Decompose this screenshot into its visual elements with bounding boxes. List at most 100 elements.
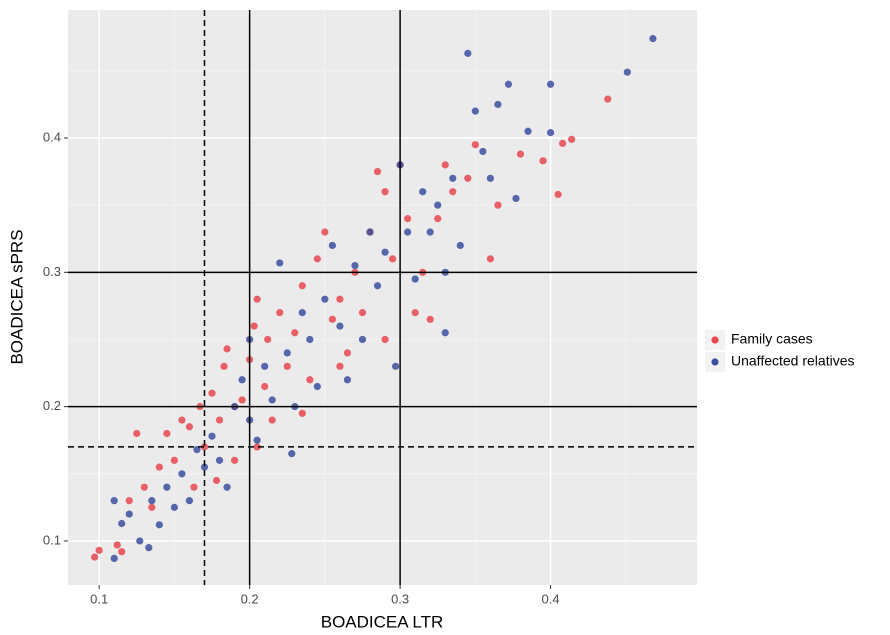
point bbox=[238, 376, 246, 384]
point bbox=[336, 295, 344, 303]
point bbox=[464, 174, 472, 182]
point bbox=[264, 335, 272, 344]
point bbox=[554, 190, 562, 199]
point bbox=[512, 194, 520, 203]
x-axis-title: BOADICEA LTR bbox=[321, 612, 444, 631]
point bbox=[253, 436, 261, 444]
point bbox=[391, 362, 400, 370]
point bbox=[148, 497, 156, 505]
point bbox=[298, 409, 306, 417]
point bbox=[155, 521, 163, 529]
point bbox=[261, 382, 269, 391]
point bbox=[223, 483, 231, 491]
point bbox=[343, 376, 352, 384]
point bbox=[200, 443, 209, 451]
point bbox=[193, 446, 201, 454]
point bbox=[276, 309, 284, 317]
point bbox=[113, 541, 121, 549]
point bbox=[268, 396, 276, 404]
point bbox=[185, 423, 194, 431]
point bbox=[559, 139, 567, 147]
point bbox=[306, 376, 314, 384]
point bbox=[449, 174, 457, 182]
point bbox=[321, 295, 329, 303]
point bbox=[291, 329, 299, 337]
point bbox=[321, 228, 329, 236]
point bbox=[471, 141, 479, 149]
point bbox=[328, 241, 336, 250]
point bbox=[268, 416, 276, 424]
point bbox=[351, 262, 359, 270]
point bbox=[441, 161, 449, 169]
point bbox=[486, 255, 494, 263]
point bbox=[288, 450, 296, 458]
point bbox=[148, 503, 156, 511]
point bbox=[190, 483, 198, 491]
point bbox=[471, 107, 479, 115]
point bbox=[283, 362, 291, 370]
point bbox=[200, 463, 209, 471]
point bbox=[366, 228, 374, 236]
y-axis-title: BOADICEA sPRS bbox=[7, 229, 26, 364]
point bbox=[539, 157, 547, 165]
point bbox=[313, 255, 321, 263]
point bbox=[343, 349, 352, 357]
point bbox=[419, 188, 427, 196]
point bbox=[163, 429, 171, 438]
point bbox=[238, 396, 246, 404]
point bbox=[426, 315, 434, 323]
point bbox=[373, 282, 382, 290]
y-tick-label: 0.2 bbox=[43, 398, 61, 413]
point bbox=[649, 35, 657, 43]
point bbox=[328, 315, 336, 323]
y-tick-label: 0.4 bbox=[43, 129, 61, 144]
point bbox=[125, 510, 133, 518]
point bbox=[283, 349, 291, 357]
legend-symbol bbox=[711, 358, 719, 366]
point bbox=[464, 49, 472, 57]
point bbox=[486, 174, 494, 182]
point bbox=[546, 80, 555, 88]
point bbox=[261, 362, 269, 370]
point bbox=[516, 150, 525, 158]
point bbox=[524, 127, 532, 135]
point bbox=[215, 456, 224, 464]
point bbox=[456, 241, 464, 250]
point bbox=[170, 503, 178, 511]
point bbox=[373, 167, 382, 176]
point bbox=[140, 483, 148, 491]
point bbox=[208, 389, 216, 397]
point bbox=[411, 309, 419, 317]
point bbox=[155, 463, 163, 471]
point bbox=[404, 214, 412, 223]
legend-label: Unaffected relatives bbox=[731, 353, 854, 369]
point bbox=[494, 201, 502, 209]
point bbox=[185, 497, 194, 505]
legend-symbol bbox=[711, 336, 719, 344]
point bbox=[178, 470, 186, 478]
y-tick-label: 0.1 bbox=[43, 532, 61, 547]
point bbox=[358, 309, 367, 317]
point bbox=[336, 322, 344, 330]
point bbox=[91, 553, 99, 561]
point bbox=[494, 100, 502, 109]
point bbox=[441, 329, 449, 337]
point bbox=[434, 214, 442, 223]
point bbox=[411, 275, 419, 283]
point bbox=[208, 432, 216, 440]
point bbox=[336, 362, 344, 370]
x-tick-label: 0.4 bbox=[542, 591, 560, 606]
point bbox=[434, 201, 442, 209]
point bbox=[250, 322, 258, 330]
point bbox=[568, 135, 576, 143]
point bbox=[136, 537, 144, 545]
point bbox=[178, 416, 186, 424]
point bbox=[381, 335, 389, 344]
point bbox=[388, 255, 397, 263]
point bbox=[125, 497, 133, 505]
x-tick-label: 0.3 bbox=[391, 591, 409, 606]
point bbox=[426, 228, 434, 236]
plot-panel bbox=[68, 10, 697, 585]
point bbox=[276, 259, 284, 267]
